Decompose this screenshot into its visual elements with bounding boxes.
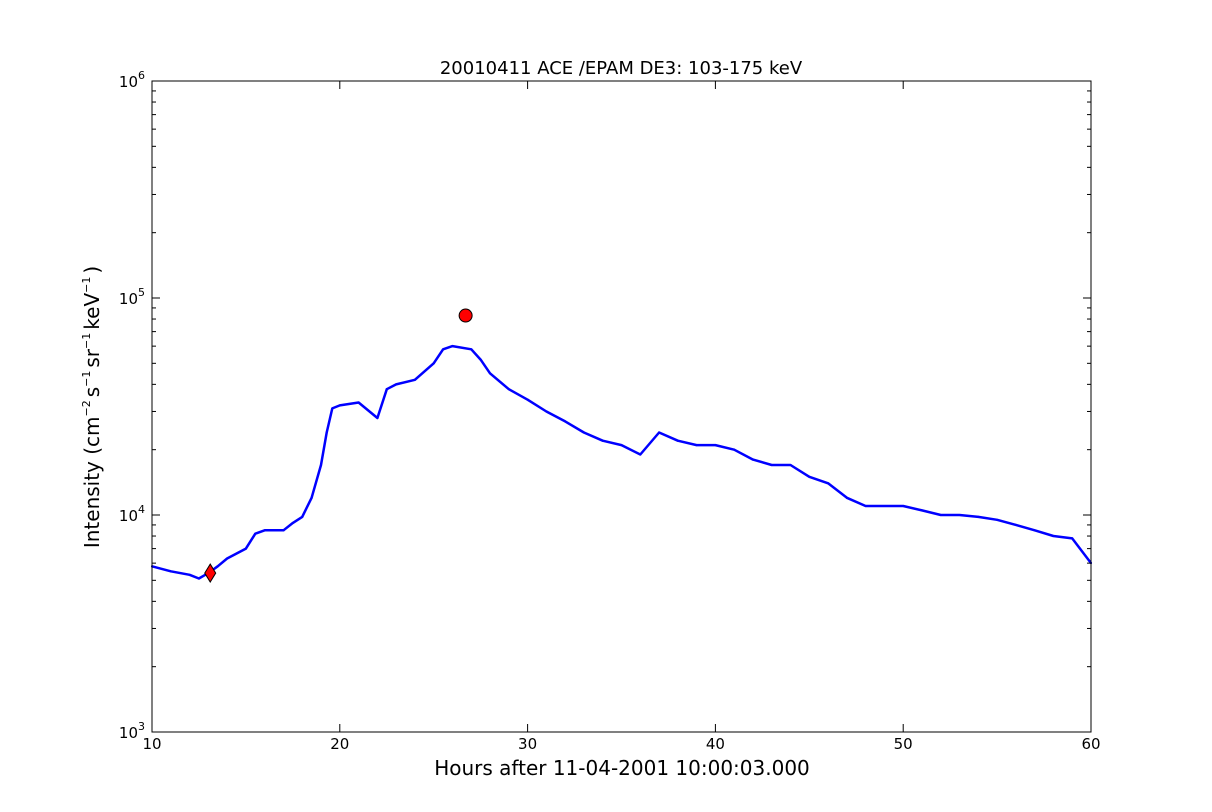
series-1-point (733, 448, 736, 451)
series-1-point (216, 565, 219, 568)
series-1-point (996, 518, 999, 521)
series-1-point (1033, 529, 1036, 532)
series-1-point (301, 515, 304, 518)
x-tick-label: 20 (330, 735, 349, 753)
x-axis-label: Hours after 11-04-2001 10:00:03.000 (434, 756, 810, 780)
y-label-exp4: −1 (80, 277, 93, 293)
x-tick-label: 50 (894, 735, 913, 753)
x-tick-label: 30 (518, 735, 537, 753)
series-1-point (291, 521, 294, 524)
plot-frame (151, 80, 1092, 733)
series-1-point (320, 463, 323, 466)
series-1-point (526, 398, 529, 401)
series-1-point (695, 444, 698, 447)
series-1-point (545, 410, 548, 413)
series-1-point (845, 496, 848, 499)
series-1-point (331, 407, 334, 410)
series-1-point (1052, 535, 1055, 538)
y-label-suffix: ) (80, 266, 104, 274)
marker-layer (204, 308, 473, 584)
y-label-mid3: keV (80, 293, 104, 330)
series-1-point (1014, 523, 1017, 526)
series-1-point (883, 505, 886, 508)
series-1-point (751, 458, 754, 461)
series-1-point (442, 348, 445, 351)
x-tick-label: 60 (1081, 735, 1100, 753)
series-1-point (263, 529, 266, 532)
y-label-exp3: −1 (80, 333, 93, 349)
y-tick-label: 103 (119, 720, 145, 742)
series-1-point (254, 532, 257, 535)
y-label-mid1: s (80, 387, 104, 397)
series-1-point (639, 453, 642, 456)
series-1-point (489, 372, 492, 375)
series-1-point (939, 514, 942, 516)
series-1-point (451, 345, 454, 348)
series-1-point (188, 573, 191, 576)
series-1-point (338, 404, 341, 407)
y-tick-label: 105 (119, 286, 145, 308)
y-label-exp2: −1 (80, 371, 93, 387)
series-1-point (808, 475, 811, 478)
series-1-point (676, 439, 679, 442)
series-1-point (357, 401, 360, 404)
y-label-prefix: Intensity (cm (80, 416, 104, 548)
series-1-point (958, 514, 961, 516)
series-1-point (507, 388, 510, 391)
series-1-point (385, 388, 388, 391)
series-1-point (197, 577, 200, 580)
series-1-point (789, 463, 792, 466)
series-1-point (244, 547, 247, 550)
data-layer (151, 344, 1092, 580)
chart-title: 20010411 ACE /EPAM DE3: 103-175 keV (440, 58, 803, 79)
peak-marker (458, 308, 473, 323)
series-1-point (920, 509, 923, 512)
series-1-point (325, 431, 328, 434)
series-1-point (169, 570, 172, 573)
y-axis-label: Intensity (cm−2s−1sr−1keV−1) (80, 266, 104, 548)
y-label-mid2: sr (80, 348, 104, 367)
series-1-point (413, 378, 416, 381)
series-1-point (479, 358, 482, 361)
series-1-point (310, 496, 313, 499)
series-1-point (601, 439, 604, 442)
series-1-point (977, 515, 980, 518)
series-1-point (770, 463, 773, 466)
plot-background (152, 81, 1091, 732)
series-1-point (714, 444, 717, 447)
series-1-point (620, 444, 623, 447)
series-1-point (470, 348, 473, 351)
series-1-point (827, 482, 830, 485)
series-1-point (376, 416, 379, 419)
y-tick-label: 104 (119, 503, 145, 525)
series-1-point (282, 529, 285, 532)
y-tick-label: 106 (119, 69, 145, 91)
x-tick-label: 10 (142, 735, 161, 753)
series-1-point (1071, 537, 1074, 540)
onset-marker (204, 563, 217, 584)
tick-layer: 10 20 30 40 50 60 103 104 105 106 (119, 69, 1101, 753)
series-1-point (658, 431, 661, 434)
series-1-point (432, 362, 435, 365)
series-1-point (564, 420, 567, 423)
y-label-exp1: −2 (80, 400, 93, 416)
series-1-point (226, 557, 229, 560)
series-1-point (864, 505, 867, 508)
series-1-point (395, 383, 398, 386)
series-1-point (582, 431, 585, 434)
series-1-point (902, 505, 905, 508)
x-tick-label: 40 (706, 735, 725, 753)
